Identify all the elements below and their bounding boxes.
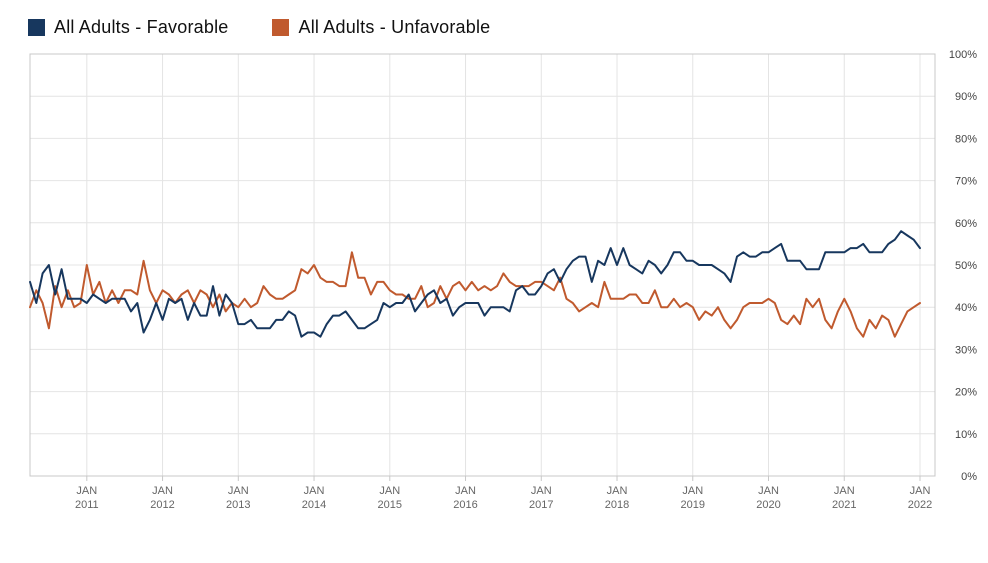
y-axis-label: 90%	[955, 91, 977, 103]
legend-item-favorable[interactable]: All Adults - Favorable	[28, 17, 228, 38]
x-axis-label-month: JAN	[531, 485, 552, 497]
x-axis-label-month: JAN	[834, 485, 855, 497]
y-axis-label: 80%	[955, 133, 977, 145]
x-axis-label-year: 2011	[75, 499, 99, 511]
series-line-unfavorable	[29, 251, 921, 338]
legend-label-unfavorable: All Adults - Unfavorable	[298, 17, 491, 37]
x-axis-label-month: JAN	[758, 485, 779, 497]
chart-area: 0% 10% 20% 30% 40% 50% 60% 70% 80% 90% 100% JAN 2011…	[0, 41, 988, 546]
legend-swatch-unfavorable-icon	[272, 19, 290, 36]
x-axis-label-year: 2020	[756, 499, 780, 511]
legend-swatch-favorable-icon	[28, 19, 45, 36]
x-axis-label-month: JAN	[910, 485, 931, 497]
x-axis-label-month: JAN	[228, 485, 249, 497]
y-axis-label: 60%	[955, 218, 977, 230]
x-axis-label-year: 2014	[302, 499, 326, 511]
y-axis-label: 10%	[955, 429, 977, 441]
favorability-line-chart: 0% 10% 20% 30% 40% 50% 60% 70% 80% 90% 100% JAN 2011…	[29, 49, 977, 511]
y-axis-label: 20%	[955, 387, 977, 399]
x-axis-label-year: 2015	[378, 499, 402, 511]
y-axis-label: 50%	[955, 260, 977, 272]
y-axis-label: 30%	[955, 344, 977, 356]
x-axis-label-month: JAN	[76, 485, 97, 497]
series-line-favorable	[29, 230, 921, 338]
x-axis-label-month: JAN	[379, 485, 400, 497]
legend-item-unfavorable[interactable]: All Adults - Unfavorable	[272, 17, 490, 38]
x-axis-label-year: 2016	[453, 499, 477, 511]
x-axis-label-year: 2017	[529, 499, 553, 511]
x-axis-label-month: JAN	[682, 485, 703, 497]
chart-legend: All Adults - Favorable All Adults - Unfa…	[0, 0, 988, 41]
x-axis-label-month: JAN	[152, 485, 173, 497]
x-axis-label-year: 2022	[908, 499, 932, 511]
x-axis-label-year: 2019	[681, 499, 705, 511]
plot-border	[29, 53, 936, 477]
x-axis-label-month: JAN	[607, 485, 628, 497]
x-axis-label-month: JAN	[304, 485, 325, 497]
y-axis-label: 100%	[949, 49, 977, 61]
y-axis-label: 40%	[955, 302, 977, 314]
x-axis-label-year: 2012	[150, 499, 174, 511]
y-axis-label: 70%	[955, 176, 977, 188]
y-axis-label: 0%	[961, 471, 977, 483]
legend-label-favorable: All Adults - Favorable	[54, 17, 229, 37]
x-axis-label-month: JAN	[455, 485, 476, 497]
x-axis-label-year: 2018	[605, 499, 629, 511]
x-axis-label-year: 2013	[226, 499, 250, 511]
x-axis-label-year: 2021	[832, 499, 856, 511]
